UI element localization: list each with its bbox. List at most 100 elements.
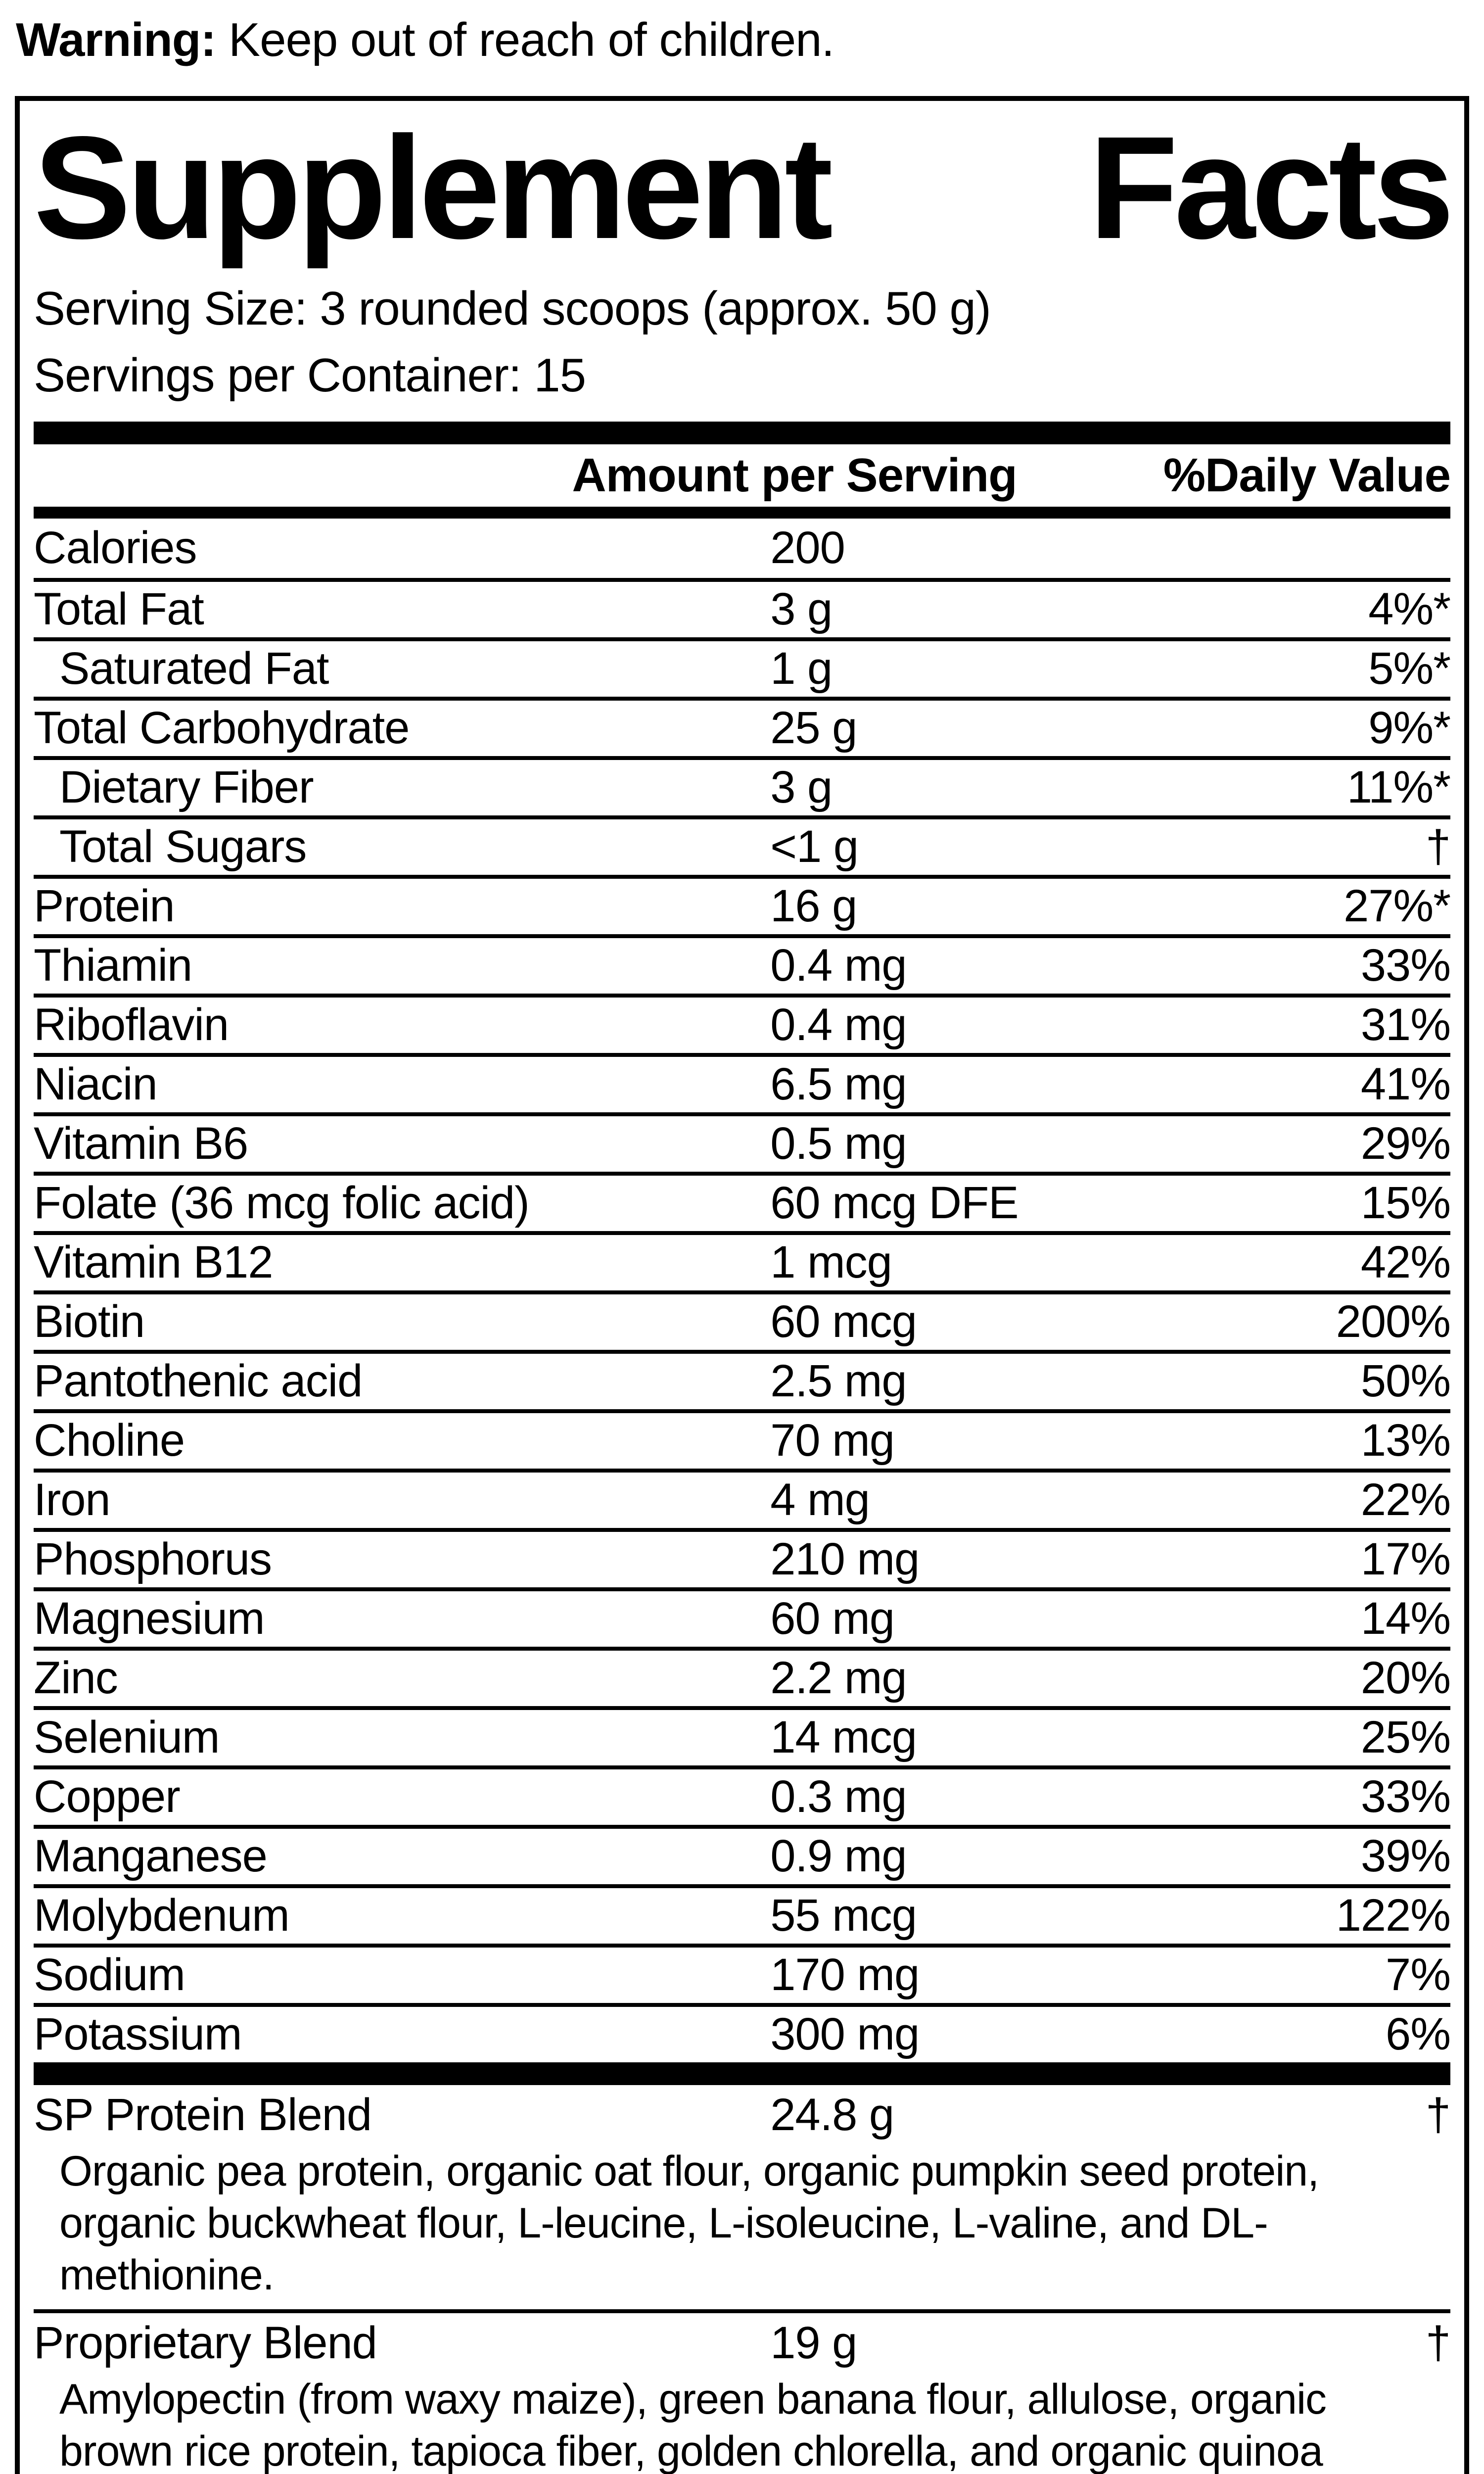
nutrient-daily-value: 11%* bbox=[1346, 762, 1451, 813]
nutrient-amount: 0.4 mg bbox=[770, 999, 907, 1050]
nutrient-label: Vitamin B6 bbox=[34, 1118, 248, 1169]
table-row: Niacin 6.5 mg 41% bbox=[34, 1052, 1451, 1112]
table-row: Riboflavin 0.4 mg 31% bbox=[34, 993, 1451, 1053]
blend-description: Organic pea protein, organic oat flour, … bbox=[59, 2147, 1319, 2299]
nutrient-daily-value: 7% bbox=[1386, 1950, 1451, 2000]
table-row: Saturated Fat 1 g 5%* bbox=[34, 637, 1451, 697]
blend-daily-value: † bbox=[1425, 2090, 1451, 2141]
warning-text: Warning: Keep out of reach of children. bbox=[16, 13, 1468, 67]
table-row: Total Fat 3 g 4%* bbox=[34, 577, 1451, 637]
nutrient-daily-value: 9%* bbox=[1368, 703, 1451, 754]
nutrient-label: Choline bbox=[34, 1415, 185, 1466]
table-row: Choline 70 mg 13% bbox=[34, 1409, 1451, 1469]
panel-title-word-right: Facts bbox=[1089, 106, 1454, 270]
nutrient-label: Manganese bbox=[34, 1831, 268, 1882]
nutrient-daily-value: 13% bbox=[1360, 1415, 1451, 1466]
nutrient-label: Magnesium bbox=[34, 1593, 265, 1644]
nutrient-label: Calories bbox=[34, 523, 197, 573]
nutrient-daily-value: 17% bbox=[1360, 1534, 1451, 1585]
blend-section: SP Protein Blend 24.8 g † Organic pea pr… bbox=[34, 2085, 1451, 2309]
nutrient-amount: 0.3 mg bbox=[770, 1771, 907, 1822]
nutrient-daily-value: 50% bbox=[1360, 1356, 1451, 1407]
header-daily-value: %Daily Value bbox=[1163, 448, 1451, 502]
separator-bar-thick bbox=[34, 2062, 1450, 2085]
nutrient-daily-value: 22% bbox=[1360, 1475, 1451, 1525]
nutrient-amount: 3 g bbox=[770, 762, 833, 813]
nutrient-amount: 60 mcg bbox=[770, 1296, 917, 1347]
nutrient-daily-value: 4%* bbox=[1368, 584, 1451, 635]
nutrient-amount: 2.2 mg bbox=[770, 1653, 907, 1704]
nutrient-amount: <1 g bbox=[770, 821, 859, 872]
nutrient-amount: 170 mg bbox=[770, 1950, 920, 2000]
table-row: Total Carbohydrate 25 g 9%* bbox=[34, 696, 1451, 756]
table-row: Dietary Fiber 3 g 11%* bbox=[34, 756, 1451, 815]
nutrient-daily-value: 14% bbox=[1360, 1593, 1451, 1644]
nutrient-amount: 0.4 mg bbox=[770, 940, 907, 991]
blend-sections: SP Protein Blend 24.8 g † Organic pea pr… bbox=[34, 2085, 1451, 2474]
nutrient-label: Iron bbox=[34, 1475, 111, 1525]
table-row: Phosphorus 210 mg 17% bbox=[34, 1527, 1451, 1587]
nutrient-daily-value: 39% bbox=[1360, 1831, 1451, 1882]
table-row: Vitamin B6 0.5 mg 29% bbox=[34, 1112, 1451, 1172]
nutrient-label: Phosphorus bbox=[34, 1534, 272, 1585]
nutrient-label: Selenium bbox=[34, 1712, 220, 1763]
supplement-facts-panel: Supplement Facts Serving Size: 3 rounded… bbox=[15, 96, 1469, 2474]
table-row: Protein 16 g 27%* bbox=[34, 874, 1451, 934]
facts-table: Calories 200 Total Fat 3 g 4%* Saturated… bbox=[34, 519, 1451, 2062]
panel-title-word-left: Supplement bbox=[34, 106, 833, 270]
table-row: Pantothenic acid 2.5 mg 50% bbox=[34, 1349, 1451, 1409]
table-row: Selenium 14 mcg 25% bbox=[34, 1706, 1451, 1765]
nutrient-amount: 4 mg bbox=[770, 1475, 870, 1525]
table-header: Amount per Serving %Daily Value bbox=[34, 444, 1451, 507]
table-row: Folate (36 mcg folic acid) 60 mcg DFE 15… bbox=[34, 1171, 1451, 1231]
nutrient-daily-value: 15% bbox=[1360, 1178, 1451, 1229]
nutrient-daily-value: 41% bbox=[1360, 1059, 1451, 1110]
nutrient-label: Molybdenum bbox=[34, 1890, 290, 1941]
nutrient-amount: 6.5 mg bbox=[770, 1059, 907, 1110]
nutrient-amount: 60 mcg DFE bbox=[770, 1178, 1019, 1229]
table-row: Zinc 2.2 mg 20% bbox=[34, 1646, 1451, 1706]
nutrient-daily-value: 200% bbox=[1336, 1296, 1451, 1347]
nutrient-label: Niacin bbox=[34, 1059, 158, 1110]
nutrient-daily-value: 20% bbox=[1360, 1653, 1451, 1704]
table-row: Magnesium 60 mg 14% bbox=[34, 1587, 1451, 1647]
nutrient-amount: 0.9 mg bbox=[770, 1831, 907, 1882]
nutrient-amount: 2.5 mg bbox=[770, 1356, 907, 1407]
nutrient-label: Total Carbohydrate bbox=[34, 703, 410, 754]
nutrient-daily-value: 25% bbox=[1360, 1712, 1451, 1763]
nutrient-daily-value: 5%* bbox=[1368, 643, 1451, 694]
nutrient-label: Total Fat bbox=[34, 584, 204, 635]
blend-row: Proprietary Blend 19 g † bbox=[34, 2313, 1451, 2374]
nutrient-amount: 70 mg bbox=[770, 1415, 895, 1466]
header-amount-per-serving: Amount per Serving bbox=[572, 448, 1017, 502]
nutrient-daily-value: 33% bbox=[1360, 940, 1451, 991]
nutrient-amount: 25 g bbox=[770, 703, 857, 754]
nutrient-amount: 55 mcg bbox=[770, 1890, 917, 1941]
nutrient-label: Thiamin bbox=[34, 940, 192, 991]
table-row: Molybdenum 55 mcg 122% bbox=[34, 1884, 1451, 1944]
nutrient-amount: 1 mcg bbox=[770, 1237, 892, 1288]
nutrient-amount: 14 mcg bbox=[770, 1712, 917, 1763]
servings-per-container: Servings per Container: 15 bbox=[34, 348, 586, 402]
table-row: Thiamin 0.4 mg 33% bbox=[34, 934, 1451, 994]
nutrient-daily-value: 31% bbox=[1360, 999, 1451, 1050]
nutrient-label: Potassium bbox=[34, 2009, 242, 2060]
nutrient-label: Protein bbox=[34, 881, 175, 932]
blend-label: Proprietary Blend bbox=[34, 2318, 377, 2369]
nutrient-amount: 300 mg bbox=[770, 2009, 920, 2060]
nutrient-amount: 1 g bbox=[770, 643, 833, 694]
table-row: Biotin 60 mcg 200% bbox=[34, 1290, 1451, 1350]
blend-amount: 24.8 g bbox=[770, 2090, 894, 2141]
nutrient-daily-value: 42% bbox=[1360, 1237, 1451, 1288]
serving-info: Serving Size: 3 rounded scoops (approx. … bbox=[34, 276, 1450, 409]
blend-label: SP Protein Blend bbox=[34, 2090, 372, 2141]
separator-bar-medium bbox=[34, 506, 1450, 519]
nutrient-label: Biotin bbox=[34, 1296, 145, 1347]
table-row: Manganese 0.9 mg 39% bbox=[34, 1824, 1451, 1884]
blend-amount: 19 g bbox=[770, 2318, 857, 2369]
nutrient-daily-value: 27%* bbox=[1344, 881, 1451, 932]
nutrient-label: Dietary Fiber bbox=[59, 762, 314, 813]
nutrient-label: Riboflavin bbox=[34, 999, 229, 1050]
nutrient-amount: 60 mg bbox=[770, 1593, 895, 1644]
nutrient-daily-value: 122% bbox=[1336, 1890, 1451, 1941]
